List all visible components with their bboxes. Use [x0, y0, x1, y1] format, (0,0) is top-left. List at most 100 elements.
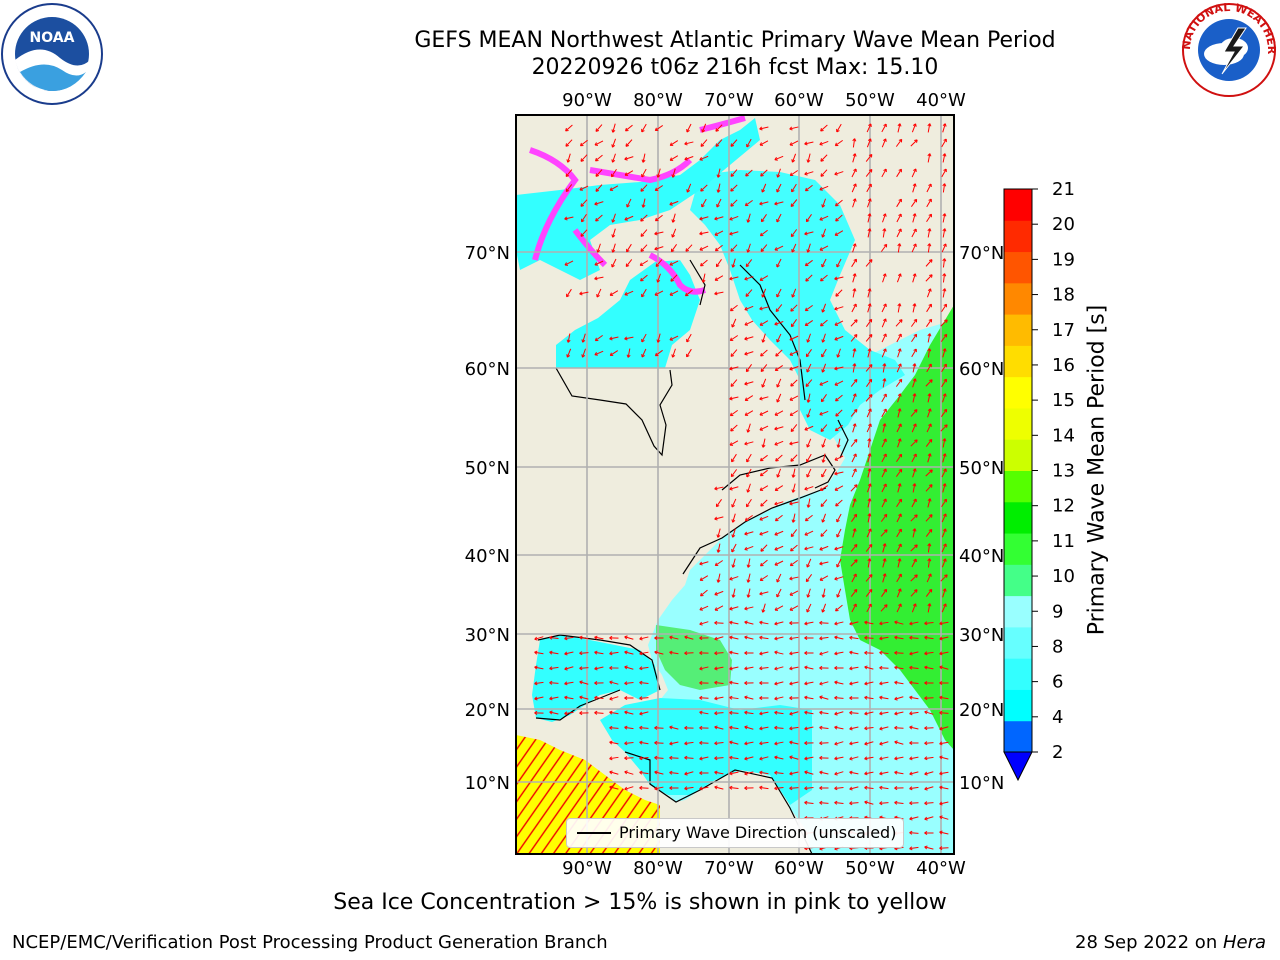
wave-arrow [864, 637, 874, 639]
wave-arrow [745, 514, 753, 522]
wave-arrow [729, 440, 739, 446]
wave-arrow [789, 590, 799, 596]
wave-arrow-head [879, 801, 883, 806]
wave-arrow-head [924, 801, 928, 806]
wave-arrow-head [804, 665, 808, 670]
wave-arrow-head [943, 303, 947, 308]
wave-arrow [837, 438, 841, 448]
sea-ice-arctic [529, 115, 746, 295]
wave-arrow-head [746, 219, 751, 223]
wave-arrow [896, 333, 902, 343]
wave-arrow-head [789, 412, 794, 416]
wave-arrow-head [774, 755, 778, 760]
colorbar-tick-label: 2 [1052, 742, 1063, 763]
wave-arrow [940, 424, 948, 432]
wave-arrow [924, 742, 934, 744]
wave-arrow [819, 245, 829, 251]
wave-arrow [565, 169, 573, 177]
wave-arrow-head [879, 681, 883, 686]
wave-arrow-head [898, 453, 903, 458]
wave-arrow [714, 590, 724, 596]
wave-arrow-head [939, 830, 943, 835]
wave-arrow [534, 696, 544, 700]
wave-arrow [866, 423, 872, 433]
lat-labels-left: 70°N 60°N 50°N 40°N 30°N 20°N 10°N [465, 243, 510, 794]
wave-arrow [714, 560, 724, 566]
lon-label: 60°W [774, 90, 824, 111]
wave-arrow-head [883, 498, 887, 502]
wave-arrow [732, 588, 736, 598]
wave-arrow-head [924, 741, 928, 746]
wave-arrow-head [834, 635, 838, 640]
wave-arrow [759, 771, 769, 775]
wave-arrow-head [744, 517, 749, 522]
wave-arrow [775, 514, 783, 522]
wave-arrow [609, 651, 619, 655]
wave-arrow-head [819, 382, 823, 386]
wave-arrow [747, 588, 751, 598]
lon-label: 50°W [845, 858, 895, 879]
wave-arrow [926, 423, 932, 433]
wave-arrow-head [759, 620, 763, 625]
wave-arrow-head [624, 741, 628, 746]
wave-arrow [850, 379, 858, 387]
wave-arrow [641, 288, 647, 298]
wave-arrow [747, 213, 751, 223]
wave-arrow [759, 140, 769, 146]
wave-arrow [790, 229, 798, 237]
wave-arrow-head [883, 513, 888, 518]
wave-arrow [594, 651, 604, 655]
wave-arrow-head [686, 338, 690, 343]
wave-arrow-head [927, 558, 932, 562]
wave-arrow-head [867, 483, 872, 487]
wave-arrow-head [774, 426, 778, 431]
wave-arrow [639, 260, 649, 266]
wave-arrow-head [774, 621, 778, 626]
wave-arrow [805, 514, 813, 522]
wave-arrow-head [868, 394, 873, 398]
wave-arrow [909, 621, 919, 625]
wave-arrow-head [853, 183, 857, 187]
wave-arrow [732, 528, 736, 538]
wave-arrow [566, 288, 572, 298]
wave-arrow [896, 273, 902, 283]
wave-arrow [595, 169, 603, 177]
wave-arrow-head [774, 367, 779, 372]
wave-arrow [761, 288, 767, 298]
wave-arrow-head [864, 620, 868, 625]
wave-arrow-head [913, 558, 917, 563]
wave-arrow-head [819, 487, 824, 491]
wave-arrow-head [819, 725, 823, 730]
wave-arrow-head [894, 696, 898, 701]
wave-arrow-head [867, 468, 872, 472]
wave-arrow [806, 363, 812, 373]
wave-arrow [894, 711, 904, 715]
wave-arrow [684, 771, 694, 775]
wave-arrow [699, 231, 709, 235]
wave-arrow-head [595, 128, 600, 132]
wave-arrow [699, 666, 709, 670]
wave-arrow-head [909, 786, 913, 791]
wave-arrow-head [566, 293, 570, 298]
wave-arrow-head [534, 665, 538, 670]
wave-arrow-head [701, 203, 705, 208]
wave-arrow [579, 667, 589, 669]
wave-arrow [909, 696, 919, 700]
wave-arrow [729, 726, 739, 730]
wave-arrow-head [867, 288, 872, 292]
wave-arrow [759, 667, 769, 669]
wave-arrow [699, 756, 709, 760]
wave-arrow-head [836, 354, 841, 358]
wave-arrow [925, 379, 933, 387]
noaa-logo-text: NOAA [30, 30, 75, 46]
wave-arrow-head [596, 294, 600, 298]
wave-arrow [864, 726, 874, 730]
wave-arrow-head [836, 594, 841, 598]
wave-arrow [879, 741, 889, 745]
wave-arrow [716, 499, 722, 507]
wave-arrow-head [835, 397, 839, 402]
wave-arrow [744, 351, 754, 355]
wave-arrow-head [914, 589, 918, 593]
wave-arrow-head [819, 695, 823, 700]
wave-arrow-head [654, 127, 659, 132]
